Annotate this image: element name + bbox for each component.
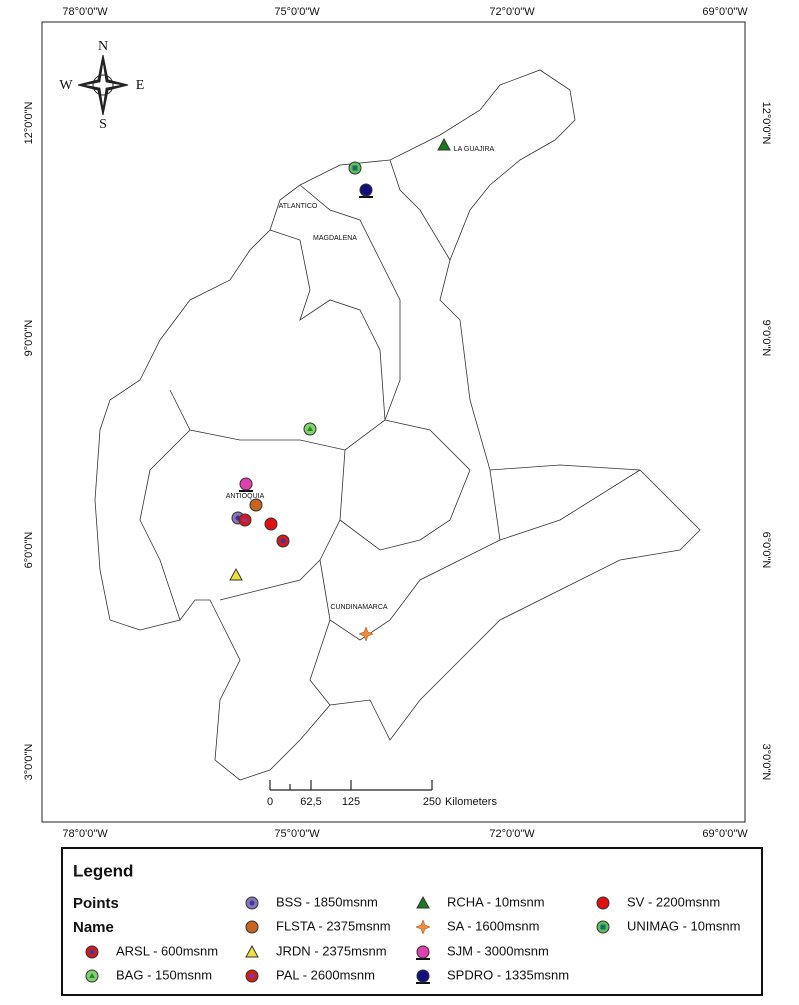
legend-label: FLSTA - 2375msnm [276,918,391,933]
symbol [437,137,451,151]
legend-field: Name [73,919,114,936]
lat-label: 6°0'0"N [23,532,35,569]
legend-label: ARSL - 600msnm [116,943,218,958]
scale-label: 0 [267,796,273,808]
region-label: MAGDALENA [313,235,357,242]
symbol [249,924,255,930]
lat-label: 3°0'0"N [760,744,772,781]
legend-item: FLSTA - 2375msnm [245,918,391,934]
legend-box [61,847,763,996]
symbol [359,183,373,197]
map-point [276,534,290,548]
legend-title: Legend [73,861,133,880]
symbol [600,924,606,930]
compass-w: W [59,78,73,93]
symbol [242,517,248,523]
map-point [229,567,243,581]
symbol [600,900,606,906]
lat-label: 3°0'0"N [23,744,35,781]
map-point [264,517,278,531]
compass-e: E [136,78,145,93]
map-shape [94,69,701,781]
lat-label: 12°0'0"N [23,102,35,145]
compass-n: N [98,39,108,54]
lon-label: 75°0'0"W [274,828,320,840]
symbol [239,477,253,491]
lon-label: 69°0'0"W [702,6,748,18]
lat-label: 12°0'0"N [760,102,772,145]
legend-item: RCHA - 10msnm [416,894,545,909]
symbol [416,895,430,909]
legend-item: UNIMAG - 10msnm [596,918,740,934]
legend-group: Points [73,895,119,912]
symbol [268,521,274,527]
legend-label: JRDN - 2375msnm [276,943,387,958]
region-label: ATLANTICO [279,203,318,210]
scale-bar [269,780,433,791]
map-point [348,161,362,175]
legend-item: JRDN - 2375msnm [245,943,387,958]
lon-label: 78°0'0"W [62,6,108,18]
legend-item: PAL - 2600msnm [245,967,375,983]
scale-label: 250 [423,796,441,808]
map-point [437,137,451,151]
legend-item: ARSL - 600msnm [85,943,218,959]
symbol [307,426,313,431]
legend-label: SPDRO - 1335msnm [447,967,569,982]
legend-label: SV - 2200msnm [627,894,720,909]
map-point [359,183,373,198]
legend-label: RCHA - 10msnm [447,894,545,909]
legend-item: SA - 1600msnm [415,918,540,935]
lon-label: 69°0'0"W [702,828,748,840]
region-label: ANTIOQUIA [226,493,265,500]
lat-label: 9°0'0"N [23,320,35,357]
map-point [239,477,253,492]
symbol [249,900,255,906]
legend-item: SJM - 3000msnm [416,943,549,960]
legend-label: BAG - 150msnm [116,967,212,982]
compass-rose [77,54,129,116]
legend-label: SJM - 3000msnm [447,943,549,958]
legend-item: SPDRO - 1335msnm [416,967,569,984]
legend-item: BSS - 1850msnm [245,894,378,910]
map-point [358,626,374,642]
symbol [280,538,286,544]
lon-label: 72°0'0"W [489,828,535,840]
scale-label: 62,5 [300,796,321,808]
lat-label: 6°0'0"N [760,532,772,569]
legend-label: BSS - 1850msnm [276,894,378,909]
scale-label: 125 [342,796,360,808]
map-point [303,422,317,436]
compass-s: S [99,117,107,132]
map-point [238,513,252,527]
scale-unit: Kilometers [445,796,497,808]
symbol [229,567,243,581]
legend-item: BAG - 150msnm [85,967,212,983]
symbol [253,502,259,508]
legend-label: SA - 1600msnm [447,918,540,933]
symbol [416,945,430,959]
lon-label: 75°0'0"W [274,6,320,18]
symbol [416,969,430,983]
legend-label: PAL - 2600msnm [276,967,375,982]
symbol [358,626,374,642]
lon-label: 72°0'0"W [489,6,535,18]
symbol [245,944,259,958]
legend-item: SV - 2200msnm [596,894,720,910]
lat-label: 9°0'0"N [760,320,772,357]
symbol [89,949,95,955]
region-label: LA GUAJIRA [454,146,495,153]
legend-label: UNIMAG - 10msnm [627,918,740,933]
map-point [249,498,263,512]
lon-label: 78°0'0"W [62,828,108,840]
symbol [415,919,431,935]
region-label: CUNDINAMARCA [330,604,388,611]
symbol [249,973,255,979]
symbol [89,973,95,978]
symbol [352,165,358,171]
